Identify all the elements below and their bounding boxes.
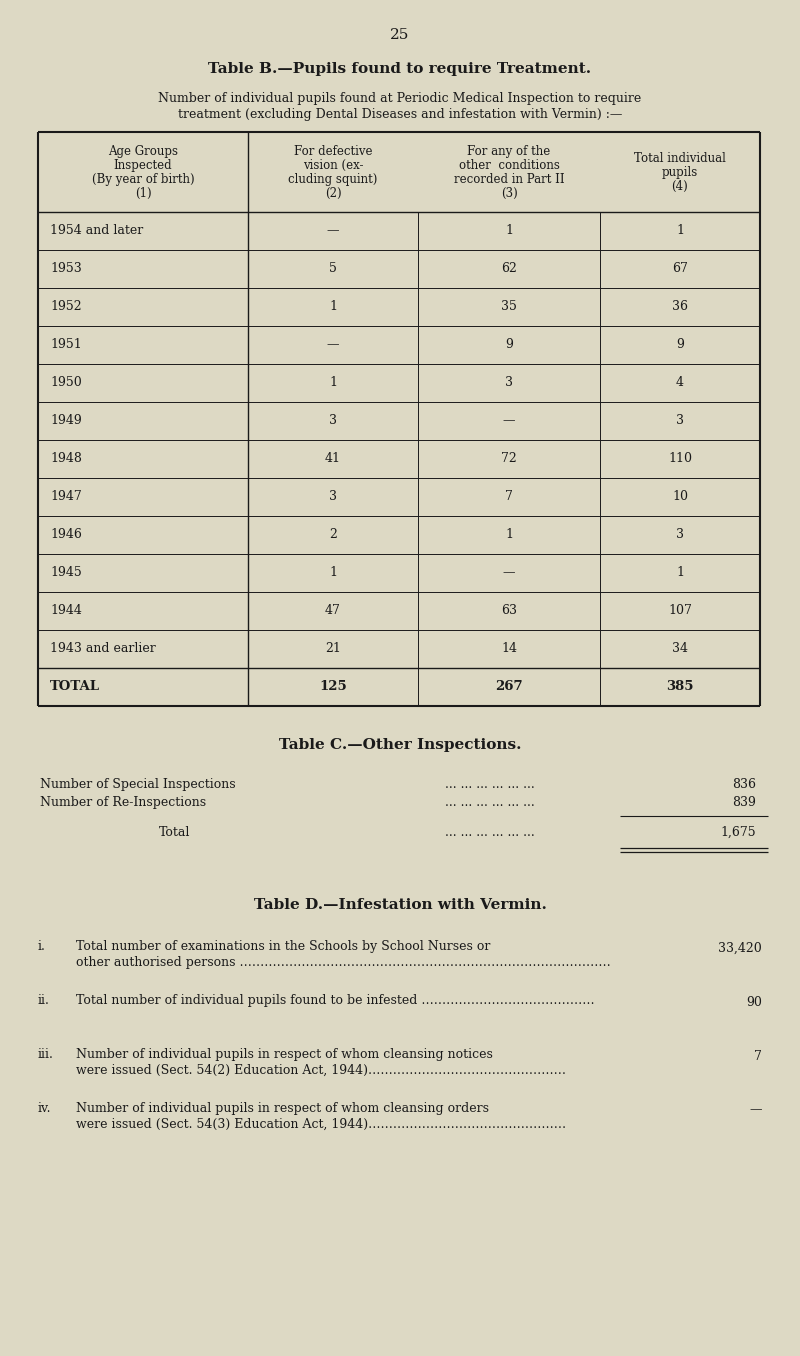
Text: ... ... ... ... ... ...: ... ... ... ... ... ... [445, 826, 535, 839]
Text: 25: 25 [390, 28, 410, 42]
Text: 385: 385 [666, 681, 694, 693]
Text: 839: 839 [732, 796, 756, 810]
Text: (1): (1) [134, 187, 151, 199]
Text: other authorised persons ………………………………………………………………………………: other authorised persons ………………………………………… [76, 956, 610, 970]
Text: 21: 21 [325, 643, 341, 655]
Text: 10: 10 [672, 491, 688, 503]
Text: iii.: iii. [38, 1048, 54, 1060]
Text: —: — [326, 225, 339, 237]
Text: Inspected: Inspected [114, 159, 172, 172]
Text: 1952: 1952 [50, 301, 82, 313]
Text: 4: 4 [676, 377, 684, 389]
Text: pupils: pupils [662, 165, 698, 179]
Text: 9: 9 [505, 339, 513, 351]
Text: —: — [502, 567, 515, 579]
Text: 14: 14 [501, 643, 517, 655]
Text: 1945: 1945 [50, 567, 82, 579]
Text: Age Groups: Age Groups [108, 145, 178, 159]
Text: 47: 47 [325, 605, 341, 617]
Text: 1: 1 [676, 225, 684, 237]
Text: Total: Total [159, 826, 190, 839]
Text: 1946: 1946 [50, 529, 82, 541]
Text: For any of the: For any of the [467, 145, 550, 159]
Text: 36: 36 [672, 301, 688, 313]
Text: Number of individual pupils in respect of whom cleansing orders: Number of individual pupils in respect o… [76, 1102, 489, 1115]
Text: ... ... ... ... ... ...: ... ... ... ... ... ... [445, 778, 535, 791]
Text: 3: 3 [676, 415, 684, 427]
Text: 41: 41 [325, 453, 341, 465]
Text: 3: 3 [329, 491, 337, 503]
Text: treatment (excluding Dental Diseases and infestation with Vermin) :—: treatment (excluding Dental Diseases and… [178, 108, 622, 121]
Text: 3: 3 [329, 415, 337, 427]
Text: 1944: 1944 [50, 605, 82, 617]
Text: 1,675: 1,675 [720, 826, 756, 839]
Text: 62: 62 [501, 263, 517, 275]
Text: 107: 107 [668, 605, 692, 617]
Text: 1: 1 [505, 225, 513, 237]
Text: Number of Re-Inspections: Number of Re-Inspections [40, 796, 206, 810]
Text: 1950: 1950 [50, 377, 82, 389]
Text: 7: 7 [505, 491, 513, 503]
Text: Table D.—Infestation with Vermin.: Table D.—Infestation with Vermin. [254, 898, 546, 913]
Text: Number of Special Inspections: Number of Special Inspections [40, 778, 236, 791]
Text: —: — [326, 339, 339, 351]
Text: 5: 5 [329, 263, 337, 275]
Text: 1943 and earlier: 1943 and earlier [50, 643, 156, 655]
Text: Table B.—Pupils found to require Treatment.: Table B.—Pupils found to require Treatme… [209, 62, 591, 76]
Text: 1: 1 [505, 529, 513, 541]
Text: other  conditions: other conditions [458, 159, 559, 172]
Text: For defective: For defective [294, 145, 372, 159]
Text: vision (ex-: vision (ex- [302, 159, 363, 172]
Text: 63: 63 [501, 605, 517, 617]
Text: —: — [750, 1104, 762, 1116]
Text: (By year of birth): (By year of birth) [92, 174, 194, 186]
Text: TOTAL: TOTAL [50, 681, 100, 693]
Text: 3: 3 [505, 377, 513, 389]
Text: Number of individual pupils in respect of whom cleansing notices: Number of individual pupils in respect o… [76, 1048, 493, 1060]
Text: recorded in Part II: recorded in Part II [454, 174, 564, 186]
Text: 1949: 1949 [50, 415, 82, 427]
Text: 90: 90 [746, 995, 762, 1009]
Text: Number of individual pupils found at Periodic Medical Inspection to require: Number of individual pupils found at Per… [158, 92, 642, 104]
Text: 72: 72 [501, 453, 517, 465]
Text: ii.: ii. [38, 994, 50, 1008]
Text: 34: 34 [672, 643, 688, 655]
Text: Total number of examinations in the Schools by School Nurses or: Total number of examinations in the Scho… [76, 940, 490, 953]
Text: cluding squint): cluding squint) [288, 174, 378, 186]
Text: Total individual: Total individual [634, 152, 726, 165]
Text: iv.: iv. [38, 1102, 51, 1115]
Text: 836: 836 [732, 778, 756, 791]
Text: 9: 9 [676, 339, 684, 351]
Text: 1951: 1951 [50, 339, 82, 351]
Text: 35: 35 [501, 301, 517, 313]
Text: 1953: 1953 [50, 263, 82, 275]
Text: 1954 and later: 1954 and later [50, 225, 143, 237]
Text: were issued (Sect. 54(3) Education Act, 1944)…………………………………………: were issued (Sect. 54(3) Education Act, … [76, 1117, 566, 1131]
Text: (3): (3) [501, 187, 518, 199]
Text: 33,420: 33,420 [718, 941, 762, 955]
Text: 125: 125 [319, 681, 347, 693]
Text: 267: 267 [495, 681, 523, 693]
Text: 1947: 1947 [50, 491, 82, 503]
Text: 7: 7 [754, 1050, 762, 1063]
Text: were issued (Sect. 54(2) Education Act, 1944)…………………………………………: were issued (Sect. 54(2) Education Act, … [76, 1064, 566, 1077]
Text: (2): (2) [325, 187, 342, 199]
Text: 1: 1 [329, 377, 337, 389]
Text: Total number of individual pupils found to be infested ……………………………………: Total number of individual pupils found … [76, 994, 594, 1008]
Text: 3: 3 [676, 529, 684, 541]
Text: i.: i. [38, 940, 46, 953]
Text: 2: 2 [329, 529, 337, 541]
Text: 1: 1 [329, 301, 337, 313]
Text: 1948: 1948 [50, 453, 82, 465]
Text: 67: 67 [672, 263, 688, 275]
Text: Table C.—Other Inspections.: Table C.—Other Inspections. [278, 738, 522, 753]
Text: (4): (4) [672, 180, 688, 193]
Text: 1: 1 [329, 567, 337, 579]
Text: 1: 1 [676, 567, 684, 579]
Text: 110: 110 [668, 453, 692, 465]
Text: —: — [502, 415, 515, 427]
Text: ... ... ... ... ... ...: ... ... ... ... ... ... [445, 796, 535, 810]
